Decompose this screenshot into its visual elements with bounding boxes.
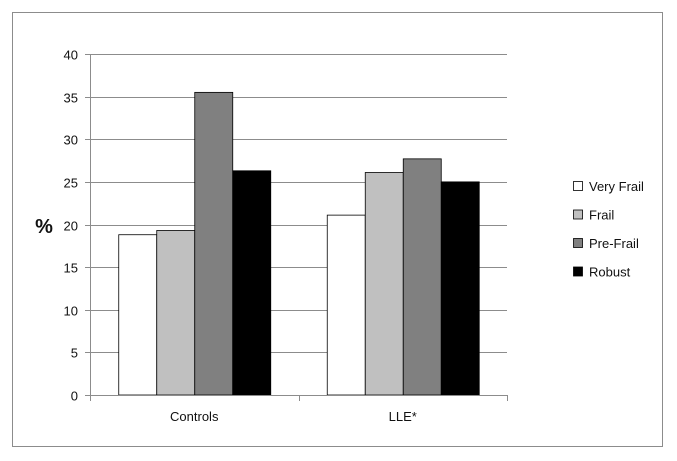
y-tick-label: 30: [64, 133, 78, 148]
bar-lle-robust: [440, 181, 480, 396]
bar-lle-very-frail: [326, 214, 366, 396]
legend-swatch-very-frail: [573, 181, 583, 191]
legend-swatch-frail: [573, 209, 583, 220]
legend-label: Frail: [589, 208, 614, 223]
bar-lle-pre-frail: [402, 158, 442, 396]
y-axis-label: %: [35, 216, 53, 238]
y-tick-label: 0: [71, 389, 78, 404]
y-tick-label: 10: [64, 304, 78, 319]
bar-controls-frail: [156, 230, 196, 396]
legend-label: Very Frail: [589, 179, 644, 194]
y-tick-label: 35: [64, 91, 78, 106]
legend-label: Robust: [589, 265, 631, 280]
legend-swatch-robust: [573, 266, 583, 277]
legend-swatch-pre-frail: [573, 238, 583, 248]
bar-controls-very-frail: [118, 234, 158, 396]
bars: [118, 91, 480, 396]
x-axis-ticks: Controls LLE*: [90, 395, 508, 424]
y-tick-label: 5: [71, 346, 78, 361]
axes: [90, 54, 507, 396]
x-category-label: LLE*: [389, 409, 417, 424]
bar-controls-robust: [232, 170, 272, 396]
bar-lle-frail: [364, 172, 404, 396]
bar-controls-pre-frail: [194, 91, 234, 396]
y-axis-ticks: 0 5 10 15 20 25 30 35 40: [64, 48, 90, 404]
y-tick-label: 20: [64, 219, 78, 234]
y-tick-label: 15: [64, 261, 78, 276]
y-tick-label: 25: [64, 176, 78, 191]
x-category-label: Controls: [170, 409, 219, 424]
legend: Very Frail Frail Pre-Frail Robust: [573, 179, 644, 280]
y-tick-label: 40: [64, 48, 78, 63]
legend-label: Pre-Frail: [589, 236, 639, 251]
